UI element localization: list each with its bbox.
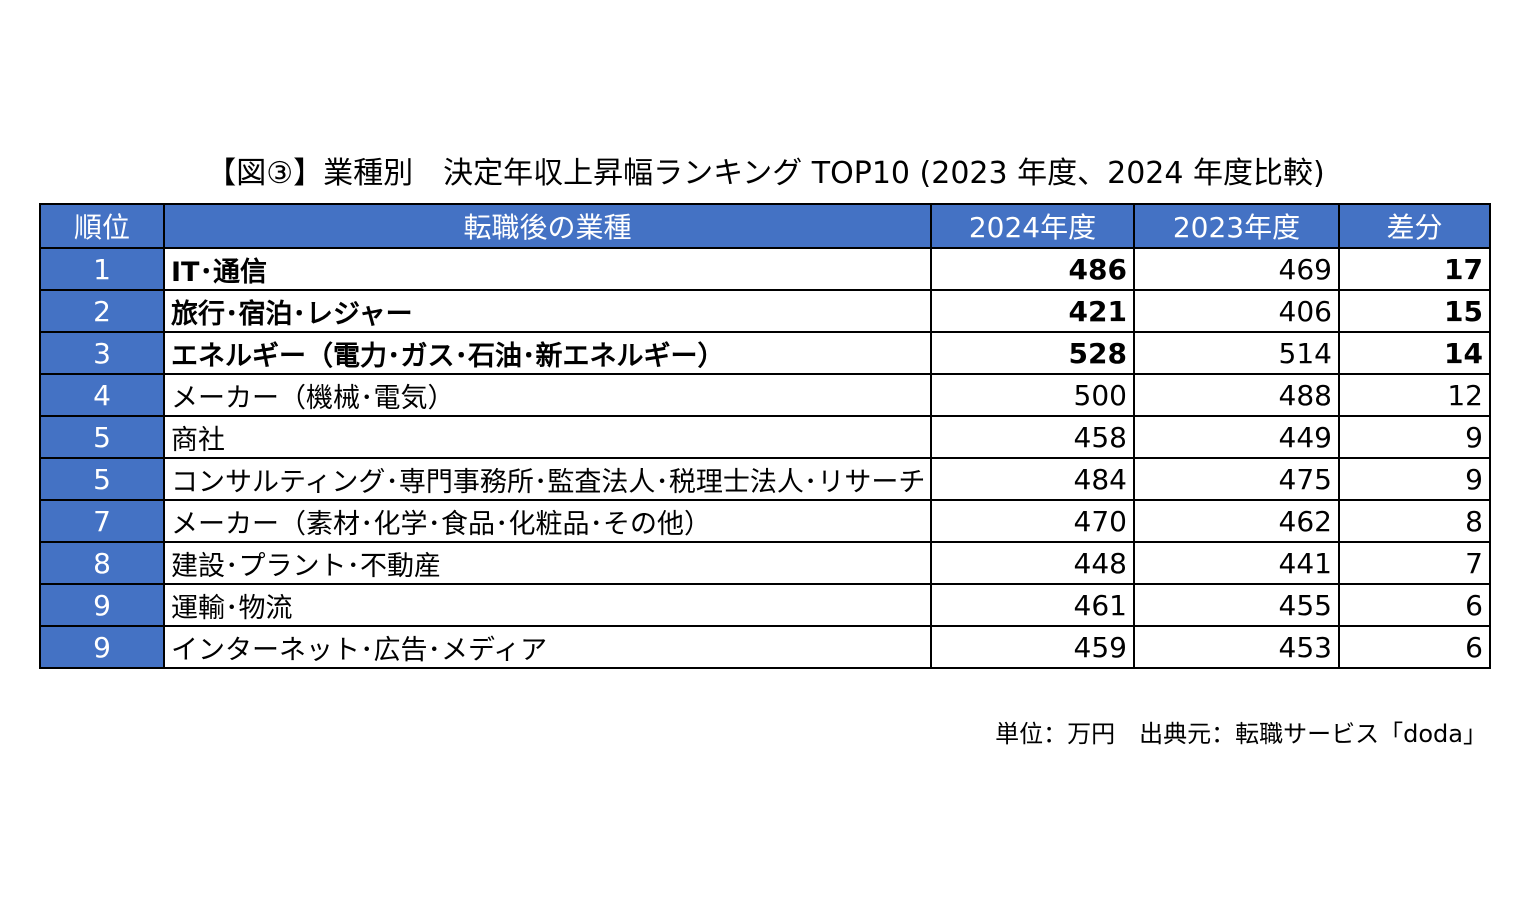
header-2023: 2023年度 [1133,203,1340,249]
diff-cell: 8 [1338,499,1491,543]
industry-cell: 建設･プラント･不動産 [163,541,932,585]
value-2023-cell: 441 [1133,541,1340,585]
table-row: 7 メーカー（素材･化学･食品･化粧品･その他） 470 462 8 [39,499,1491,543]
header-2024: 2024年度 [930,203,1135,249]
diff-cell: 17 [1338,247,1491,291]
rank-cell: 1 [39,247,165,291]
value-2024-cell: 448 [930,541,1135,585]
table-row: 3 エネルギー（電力･ガス･石油･新エネルギー） 528 514 14 [39,331,1491,375]
table-row: 9 インターネット･広告･メディア 459 453 6 [39,625,1491,669]
rank-cell: 2 [39,289,165,333]
diff-cell: 9 [1338,415,1491,459]
header-rank: 順位 [39,203,165,249]
header-diff: 差分 [1338,203,1491,249]
industry-cell: 旅行･宿泊･レジャー [163,289,932,333]
diff-cell: 9 [1338,457,1491,501]
value-2024-cell: 458 [930,415,1135,459]
table-row: 5 商社 458 449 9 [39,415,1491,459]
footnote: 単位：万円 出典元：転職サービス「doda」 [995,720,1487,748]
table-header-row: 順位 転職後の業種 2024年度 2023年度 差分 [39,203,1491,249]
table-body: 1 IT･通信 486 469 17 2 旅行･宿泊･レジャー 421 406 15 3 エネルギー（… [39,247,1491,669]
diff-cell: 6 [1338,583,1491,627]
header-industry: 転職後の業種 [163,203,932,249]
value-2023-cell: 488 [1133,373,1340,417]
rank-cell: 9 [39,583,165,627]
ranking-table: 順位 転職後の業種 2024年度 2023年度 差分 1 IT･通信 486 469 1… [39,203,1491,669]
value-2023-cell: 453 [1133,625,1340,669]
rank-cell: 5 [39,415,165,459]
diff-cell: 7 [1338,541,1491,585]
diff-cell: 6 [1338,625,1491,669]
value-2024-cell: 528 [930,331,1135,375]
industry-cell: メーカー（機械･電気） [163,373,932,417]
industry-cell: エネルギー（電力･ガス･石油･新エネルギー） [163,331,932,375]
value-2023-cell: 449 [1133,415,1340,459]
value-2023-cell: 475 [1133,457,1340,501]
value-2024-cell: 421 [930,289,1135,333]
diff-cell: 14 [1338,331,1491,375]
rank-cell: 4 [39,373,165,417]
table-row: 9 運輸･物流 461 455 6 [39,583,1491,627]
table-row: 2 旅行･宿泊･レジャー 421 406 15 [39,289,1491,333]
industry-cell: メーカー（素材･化学･食品･化粧品･その他） [163,499,932,543]
rank-cell: 8 [39,541,165,585]
diff-cell: 12 [1338,373,1491,417]
rank-cell: 5 [39,457,165,501]
industry-cell: 運輸･物流 [163,583,932,627]
rank-cell: 7 [39,499,165,543]
table-row: 5 コンサルティング･専門事務所･監査法人･税理士法人･リサーチ 484 475 9 [39,457,1491,501]
value-2023-cell: 406 [1133,289,1340,333]
industry-cell: 商社 [163,415,932,459]
diff-cell: 15 [1338,289,1491,333]
value-2024-cell: 484 [930,457,1135,501]
value-2023-cell: 514 [1133,331,1340,375]
value-2023-cell: 455 [1133,583,1340,627]
industry-cell: インターネット･広告･メディア [163,625,932,669]
table-row: 1 IT･通信 486 469 17 [39,247,1491,291]
chart-title: 【図③】業種別 決定年収上昇幅ランキング TOP10 (2023 年度、2024… [206,156,1325,191]
value-2023-cell: 469 [1133,247,1340,291]
industry-cell: コンサルティング･専門事務所･監査法人･税理士法人･リサーチ [163,457,932,501]
value-2024-cell: 500 [930,373,1135,417]
table-row: 8 建設･プラント･不動産 448 441 7 [39,541,1491,585]
rank-cell: 9 [39,625,165,669]
value-2024-cell: 470 [930,499,1135,543]
industry-cell: IT･通信 [163,247,932,291]
value-2023-cell: 462 [1133,499,1340,543]
table-row: 4 メーカー（機械･電気） 500 488 12 [39,373,1491,417]
rank-cell: 3 [39,331,165,375]
value-2024-cell: 459 [930,625,1135,669]
value-2024-cell: 486 [930,247,1135,291]
value-2024-cell: 461 [930,583,1135,627]
